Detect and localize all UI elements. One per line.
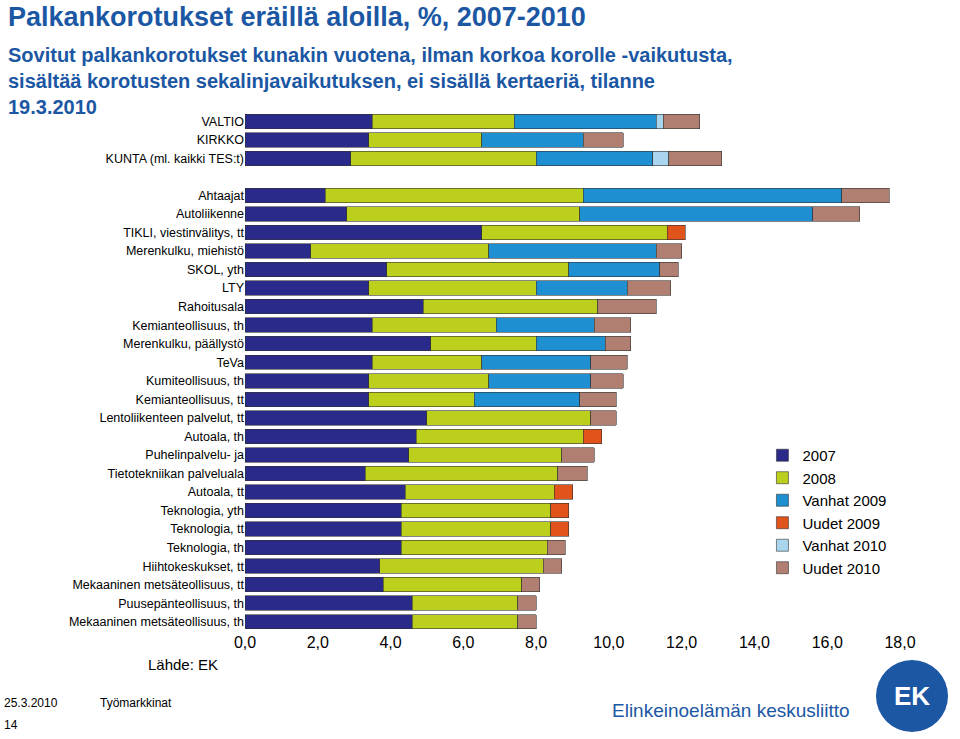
svg-text:Autoliikenne: Autoliikenne — [176, 207, 244, 221]
html-text:Sovitut palkankorotukset kunak: Sovitut palkankorotukset kunakin vuotena… — [8, 44, 733, 118]
svg-text:4,0: 4,0 — [379, 634, 401, 651]
html-text:Työmarkkinat: Työmarkkinat — [100, 696, 172, 710]
svg-text:Vanhat 2010: Vanhat 2010 — [802, 537, 886, 554]
svg-text:Merenkulku, miehistö: Merenkulku, miehistö — [126, 244, 244, 258]
svg-text:Autoala, th: Autoala, th — [184, 430, 244, 444]
svg-text:Rahoitusala: Rahoitusala — [178, 300, 244, 314]
svg-text:Lentoliikenteen palvelut, tt: Lentoliikenteen palvelut, tt — [99, 411, 244, 425]
svg-text:Teknologia, yth: Teknologia, yth — [161, 504, 244, 518]
svg-text:Uudet 2010: Uudet 2010 — [802, 560, 880, 577]
svg-text:Teknologia, tt: Teknologia, tt — [170, 522, 244, 536]
html-text:Palkankorotukset eräillä aloil: Palkankorotukset eräillä aloilla, %, 200… — [8, 2, 586, 32]
svg-text:12,0: 12,0 — [666, 634, 697, 651]
svg-text:Autoala, tt: Autoala, tt — [188, 485, 245, 499]
svg-text:Merenkulku, päällystö: Merenkulku, päällystö — [123, 337, 244, 351]
svg-text:2007: 2007 — [802, 447, 835, 464]
svg-text:LTY: LTY — [222, 281, 245, 295]
svg-text:10,0: 10,0 — [593, 634, 624, 651]
svg-text:16,0: 16,0 — [812, 634, 843, 651]
svg-text:Vanhat 2009: Vanhat 2009 — [802, 492, 886, 509]
svg-text:8,0: 8,0 — [525, 634, 547, 651]
svg-text:6,0: 6,0 — [452, 634, 474, 651]
svg-text:TIKLI, viestinvälitys, tt: TIKLI, viestinvälitys, tt — [123, 226, 244, 240]
svg-text:Kumiteollisuus, th: Kumiteollisuus, th — [146, 374, 244, 388]
svg-text:Puhelinpalvelu- ja: Puhelinpalvelu- ja — [145, 448, 244, 462]
svg-text:SKOL, yth: SKOL, yth — [187, 263, 244, 277]
svg-text:VALTIO: VALTIO — [201, 115, 244, 129]
svg-text:Mekaaninen metsäteollisuus, tt: Mekaaninen metsäteollisuus, tt — [72, 578, 244, 592]
svg-text:KUNTA (ml. kaikki TES:t): KUNTA (ml. kaikki TES:t) — [106, 152, 244, 166]
svg-text:0,0: 0,0 — [234, 634, 256, 651]
svg-text:2,0: 2,0 — [307, 634, 329, 651]
html-text:Lähde: EK: Lähde: EK — [148, 656, 219, 673]
svg-text:Uudet 2009: Uudet 2009 — [802, 515, 880, 532]
svg-text:Teknologia, th: Teknologia, th — [167, 541, 244, 555]
html-text:14: 14 — [4, 718, 18, 732]
html-text:EK: EK — [893, 681, 931, 711]
svg-text:Puusepänteollisuus, th: Puusepänteollisuus, th — [118, 597, 244, 611]
html-text:Elinkeinoelämän keskusliitto: Elinkeinoelämän keskusliitto — [612, 700, 850, 721]
svg-text:Kemianteollisuus, tt: Kemianteollisuus, tt — [136, 393, 245, 407]
svg-text:2008: 2008 — [802, 470, 835, 487]
svg-text:Ahtaajat: Ahtaajat — [198, 189, 244, 203]
svg-text:Kemianteollisuus, th: Kemianteollisuus, th — [132, 319, 244, 333]
svg-text:KIRKKO: KIRKKO — [197, 133, 245, 147]
svg-text:18,0: 18,0 — [884, 634, 915, 651]
html-text:25.3.2010: 25.3.2010 — [4, 696, 58, 710]
svg-text:14,0: 14,0 — [739, 634, 770, 651]
svg-text:TeVa: TeVa — [216, 356, 244, 370]
svg-text:Tietotekniikan palveluala: Tietotekniikan palveluala — [108, 467, 244, 481]
svg-text:Mekaaninen metsäteollisuus, th: Mekaaninen metsäteollisuus, th — [69, 615, 244, 629]
svg-text:Hiihtokeskukset, tt: Hiihtokeskukset, tt — [143, 560, 245, 574]
